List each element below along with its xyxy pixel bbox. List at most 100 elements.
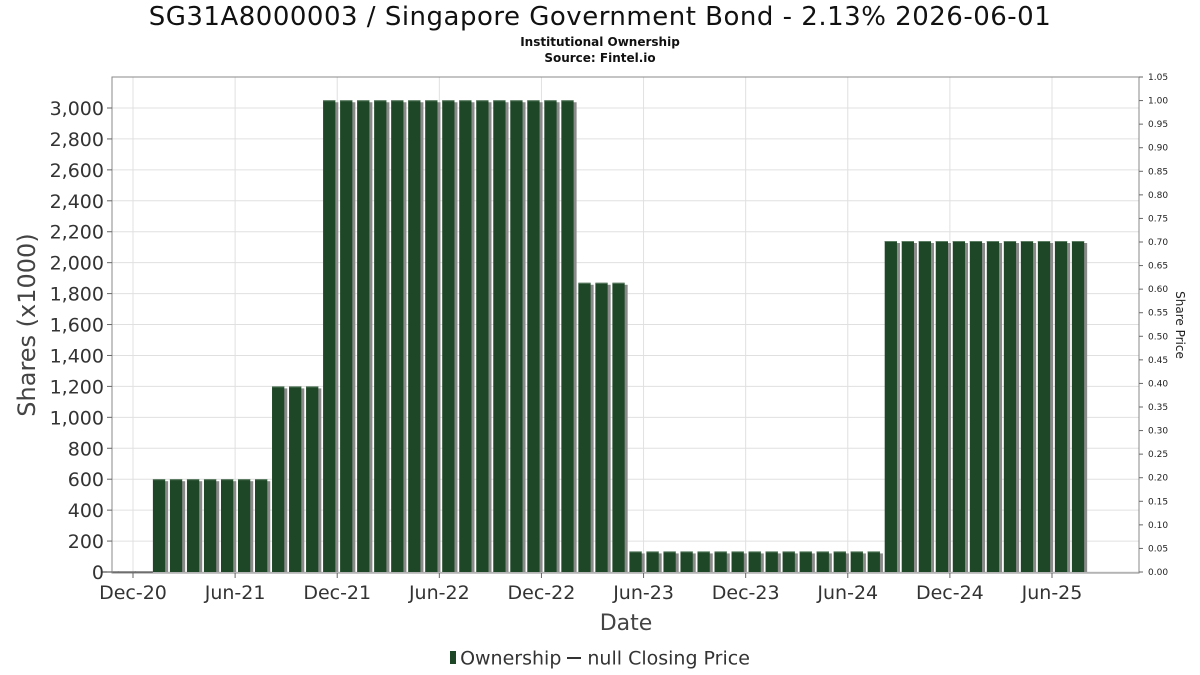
- bar: [680, 551, 696, 572]
- chart-source: Source: Fintel.io: [544, 51, 656, 65]
- bar-body: [714, 551, 727, 572]
- bar: [697, 551, 713, 572]
- bar-body: [612, 282, 625, 572]
- bar-body: [986, 241, 1000, 572]
- bar-body: [323, 100, 336, 573]
- y2-tick-label: 0.65: [1148, 262, 1168, 272]
- bar-body: [255, 479, 268, 572]
- bar: [646, 551, 662, 572]
- bar: [952, 241, 969, 572]
- bar-body: [237, 479, 251, 572]
- x-axis-label: Date: [600, 611, 653, 636]
- bar-body: [1071, 241, 1085, 572]
- x-tick-label: Dec-23: [712, 582, 780, 604]
- x-tick-label: Jun-24: [816, 582, 878, 604]
- bar: [629, 551, 645, 572]
- bar-body: [799, 551, 812, 572]
- y2-tick-label: 0.95: [1148, 120, 1168, 130]
- y-axis-label: Shares (x1000): [13, 233, 41, 416]
- bar-body: [391, 100, 404, 573]
- x-tick-label: Dec-24: [916, 582, 984, 604]
- bar: [374, 100, 390, 573]
- bar-body: [1037, 241, 1051, 572]
- bar-body: [544, 100, 557, 573]
- bar: [731, 551, 747, 572]
- bar-body: [629, 551, 642, 572]
- bar-body: [203, 479, 217, 572]
- bar: [1003, 241, 1020, 572]
- bar: [1054, 241, 1071, 572]
- bar: [561, 100, 577, 573]
- y2-tick-label: 0.45: [1148, 356, 1168, 366]
- y2-tick-label: 0.15: [1148, 497, 1168, 507]
- y-axis-left: 0 200 400 600 800 1,000 1,200 1,400 1,600 1,800 2,…: [50, 98, 112, 584]
- bar: [357, 100, 373, 573]
- bar-body: [493, 100, 506, 573]
- y-tick-label: 2,200: [50, 222, 104, 244]
- bar: [612, 282, 628, 572]
- bar: [884, 241, 900, 572]
- bar-body: [510, 100, 523, 573]
- y2-tick-label: 0.70: [1148, 238, 1168, 248]
- bar-body: [952, 241, 966, 572]
- bar-body: [340, 100, 353, 573]
- bar: [323, 100, 339, 573]
- bar-body: [1020, 241, 1034, 572]
- legend-price-label: null Closing Price: [587, 647, 750, 670]
- bar-body: [152, 479, 166, 572]
- y-tick-label: 2,600: [50, 160, 104, 182]
- bar: [476, 100, 492, 573]
- bar-body: [595, 282, 608, 572]
- y2-tick-label: 1.05: [1148, 73, 1168, 83]
- y-axis-right: 0.00 0.05 0.10 0.15 0.20 0.25 0.30 0.35 0.40 0.45…: [1139, 73, 1168, 578]
- y2-tick-label: 1.00: [1148, 97, 1168, 107]
- bar-body: [561, 100, 574, 573]
- bar-body: [425, 100, 438, 573]
- y-tick-label: 0: [92, 562, 104, 584]
- ownership-legend-swatch: [450, 651, 457, 664]
- bar: [340, 100, 356, 573]
- bar-body: [408, 100, 421, 573]
- bar: [527, 100, 543, 573]
- bar: [663, 551, 679, 572]
- bar: [867, 551, 883, 572]
- bar: [289, 386, 305, 572]
- y2-tick-label: 0.35: [1148, 403, 1168, 413]
- price-legend-swatch: [567, 656, 582, 659]
- bar-body: [374, 100, 387, 573]
- bar-body: [442, 100, 455, 573]
- bar: [255, 479, 271, 572]
- bar-body: [646, 551, 659, 572]
- bar-body: [918, 241, 931, 572]
- x-tick-label: Jun-25: [1021, 582, 1083, 604]
- bar-body: [833, 551, 846, 572]
- bar: [986, 241, 1003, 572]
- bar-body: [850, 551, 863, 572]
- bar-body: [357, 100, 370, 573]
- y-tick-label: 2,800: [50, 129, 104, 151]
- bar: [442, 100, 458, 573]
- bar: [544, 100, 560, 573]
- bar: [459, 100, 475, 573]
- y2-tick-label: 0.05: [1148, 544, 1168, 554]
- bar-body: [867, 551, 880, 572]
- y-tick-label: 2,000: [50, 253, 104, 275]
- bar: [765, 551, 781, 572]
- bar: [799, 551, 815, 572]
- bar: [1020, 241, 1037, 572]
- bar: [578, 282, 594, 572]
- y2-tick-label: 0.60: [1148, 285, 1168, 295]
- y-tick-label: 1,600: [50, 315, 104, 337]
- bar-body: [169, 479, 183, 572]
- y2-tick-label: 0.75: [1148, 214, 1168, 224]
- bar-body: [969, 241, 983, 572]
- bar: [901, 241, 917, 572]
- y-tick-label: 400: [68, 500, 104, 522]
- y2-tick-label: 0.30: [1148, 427, 1168, 437]
- bar-body: [272, 386, 285, 572]
- bar-series-ownership: [100, 100, 1088, 573]
- bar-body: [306, 386, 319, 572]
- y2-tick-label: 0.90: [1148, 144, 1168, 154]
- y-tick-label: 800: [68, 438, 104, 460]
- bar-body: [476, 100, 489, 573]
